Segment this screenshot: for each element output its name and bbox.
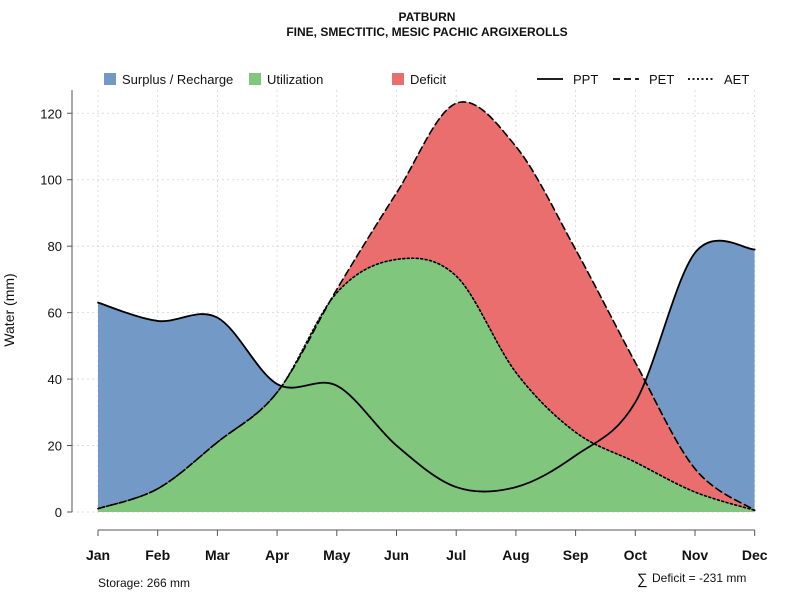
- deficit-text: Deficit = -231 mm: [652, 571, 746, 585]
- series-line-ppt: [97, 239, 756, 493]
- y-tick-label: 0: [55, 505, 62, 520]
- area-deficit: [98, 101, 755, 511]
- area-surplus-fill: [98, 240, 755, 511]
- y-axis-label: Water (mm): [1, 273, 17, 346]
- legend-label: PPT: [573, 72, 598, 87]
- y-tick-label: 20: [48, 439, 62, 454]
- x-tick-label: Oct: [624, 547, 648, 563]
- area-utilization: [98, 258, 755, 512]
- series-line-pet: [97, 101, 756, 512]
- x-tick-label: May: [323, 547, 350, 563]
- x-tick-label: Apr: [265, 547, 290, 563]
- x-tick-label: Feb: [145, 547, 170, 563]
- x-tick-label: Jun: [384, 547, 409, 563]
- chart-subtitle: FINE, SMECTITIC, MESIC PACHIC ARGIXEROLL…: [286, 25, 567, 39]
- legend: Surplus / Recharge Utilization Deficit PPT P…: [104, 72, 749, 87]
- y-tick-label: 60: [48, 306, 62, 321]
- y-tick-label: 100: [40, 173, 62, 188]
- legend-swatch: [104, 73, 116, 85]
- x-tick-label: Nov: [682, 547, 709, 563]
- series-lines: [97, 101, 756, 512]
- legend-swatch: [249, 73, 261, 85]
- plot-area: 0 20 40 60 80 100 120 Jan Feb Mar Apr May Jun Jul Aug S…: [40, 90, 768, 563]
- x-tick-label: Jul: [446, 547, 466, 563]
- legend-label: AET: [724, 72, 749, 87]
- x-tick-label: Sep: [563, 547, 589, 563]
- areas: [98, 101, 755, 512]
- x-tick-label: Mar: [205, 547, 230, 563]
- series-line-aet: [97, 257, 756, 512]
- axes: 0 20 40 60 80 100 120 Jan Feb Mar Apr May Jun Jul Aug S…: [40, 90, 768, 563]
- deficit-sum-icon: ∑: [637, 571, 648, 588]
- legend-label: Utilization: [267, 72, 323, 87]
- legend-swatch: [392, 73, 404, 85]
- legend-label: Surplus / Recharge: [122, 72, 233, 87]
- legend-label: Deficit: [410, 72, 447, 87]
- y-tick-label: 80: [48, 239, 62, 254]
- legend-label: PET: [649, 72, 674, 87]
- x-tick-label: Jan: [86, 547, 110, 563]
- y-tick-label: 120: [40, 106, 62, 121]
- chart-title: PATBURN: [399, 10, 456, 24]
- x-tick-label: Aug: [502, 547, 529, 563]
- x-tick-label: Dec: [742, 547, 768, 563]
- storage-text: Storage: 266 mm: [98, 576, 190, 590]
- y-tick-label: 40: [48, 372, 62, 387]
